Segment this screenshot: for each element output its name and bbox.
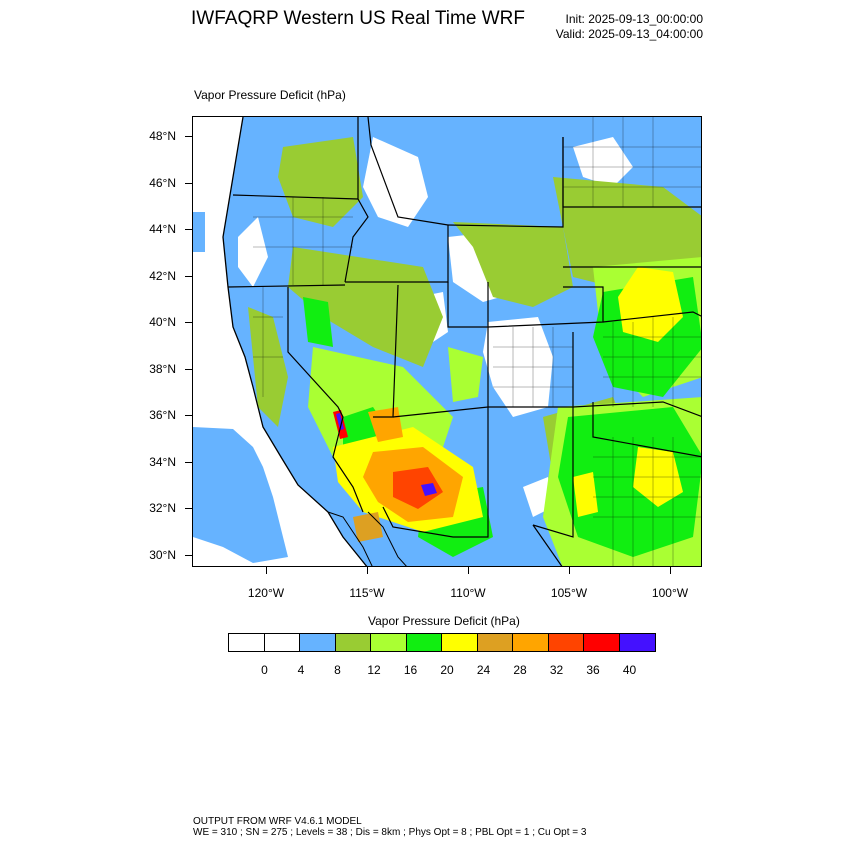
colorbar-tick-label: 20 — [440, 663, 454, 677]
colorbar-swatch — [335, 634, 371, 651]
gulf-coast — [367, 511, 407, 566]
colorbar-swatch — [229, 634, 265, 651]
lat-tick — [185, 229, 192, 230]
ocean-patch — [248, 519, 258, 525]
colorbar-swatch — [584, 634, 620, 651]
vpd-20-24-area — [618, 267, 683, 342]
model-info-line1: OUTPUT FROM WRF V4.6.1 MODEL — [193, 816, 362, 827]
vpd-20-24-area — [573, 472, 598, 517]
vpd-8-12-area — [288, 247, 443, 367]
colorbar-swatch — [300, 634, 336, 651]
model-info-line2: WE = 310 ; SN = 275 ; Levels = 38 ; Dis … — [193, 827, 587, 838]
lon-tick — [569, 567, 570, 574]
ocean-patch — [193, 212, 205, 252]
colorbar-tick-label: 12 — [367, 663, 381, 677]
vpd-16-20-area — [558, 407, 701, 557]
colorbar-swatch — [513, 634, 549, 651]
lat-tick — [185, 183, 192, 184]
vpd-16-20-area — [303, 297, 333, 347]
lon-label: 120°W — [247, 586, 285, 600]
lat-label: 32°N — [149, 501, 176, 515]
init-time: Init: 2025-09-13_00:00:00 — [565, 12, 703, 26]
field-label: Vapor Pressure Deficit (hPa) — [194, 88, 346, 102]
lon-label: 115°W — [349, 586, 385, 600]
lon-tick — [367, 567, 368, 574]
colorbar-tick-label: 40 — [622, 663, 637, 677]
baja-coast — [327, 511, 373, 566]
low-vpd-area — [573, 137, 633, 187]
lat-label: 46°N — [149, 176, 176, 190]
lon-tick — [266, 567, 267, 574]
colorbar-swatch — [442, 634, 478, 651]
lon-tick — [670, 567, 671, 574]
colorbar-tick-label: 0 — [261, 663, 268, 677]
ocean-patch — [211, 512, 225, 524]
colorbar-tick-label: 16 — [403, 663, 418, 677]
vpd-map — [193, 117, 701, 566]
lat-label: 48°N — [149, 129, 176, 143]
lat-tick — [185, 322, 192, 323]
lat-label: 44°N — [149, 222, 176, 236]
vpd-24-28-area — [353, 512, 383, 542]
lon-label: 105°W — [550, 586, 588, 600]
lat-tick — [185, 555, 192, 556]
lat-label: 30°N — [149, 548, 176, 562]
colorbar-tick-label: 36 — [586, 663, 600, 677]
colorbar-tick-label: 8 — [334, 663, 341, 677]
vpd-over-40-area — [421, 483, 437, 496]
colorbar-tick-label: 28 — [513, 663, 527, 677]
vpd-over-40-area — [336, 413, 344, 430]
low-vpd-area — [238, 217, 268, 287]
colorbar-title: Vapor Pressure Deficit (hPa) — [368, 614, 520, 628]
valid-time: Valid: 2025-09-13_04:00:00 — [555, 27, 703, 41]
lon-label: 110°W — [450, 586, 486, 600]
colorbar-swatch — [406, 634, 442, 651]
lat-tick — [185, 136, 192, 137]
lat-tick — [185, 462, 192, 463]
colorbar-swatch — [264, 634, 300, 651]
low-vpd-area — [363, 137, 428, 227]
colorbar — [228, 633, 656, 652]
vpd-12-16-area — [448, 347, 483, 402]
colorbar-swatch — [477, 634, 513, 651]
plot-title: IWFAQRP Western US Real Time WRF — [191, 8, 525, 29]
county-boundaries — [253, 117, 701, 566]
lat-tick — [185, 508, 192, 509]
lat-label: 42°N — [149, 269, 176, 283]
vpd-28-32-area — [368, 407, 403, 442]
lat-label: 40°N — [149, 315, 176, 329]
colorbar-swatch — [619, 634, 655, 651]
lon-label: 100°W — [651, 586, 689, 600]
lat-tick — [185, 369, 192, 370]
vpd-32-36-area — [393, 467, 443, 509]
lat-label: 34°N — [149, 455, 176, 469]
colorbar-swatch — [548, 634, 584, 651]
colorbar-tick-label: 24 — [476, 663, 491, 677]
lat-label: 36°N — [149, 408, 176, 422]
lat-label: 38°N — [149, 362, 176, 376]
colorbar-tick-label: 32 — [549, 663, 564, 677]
colorbar-swatch — [371, 634, 407, 651]
colorbar-tick-label: 4 — [297, 663, 305, 677]
lat-tick — [185, 276, 192, 277]
vpd-8-12-area — [278, 137, 363, 227]
vpd-8-12-area — [453, 222, 573, 307]
lon-tick — [468, 567, 469, 574]
lat-tick — [185, 415, 192, 416]
map-panel — [192, 116, 702, 567]
vpd-8-12-area — [248, 307, 288, 427]
ocean-patch — [193, 427, 288, 563]
